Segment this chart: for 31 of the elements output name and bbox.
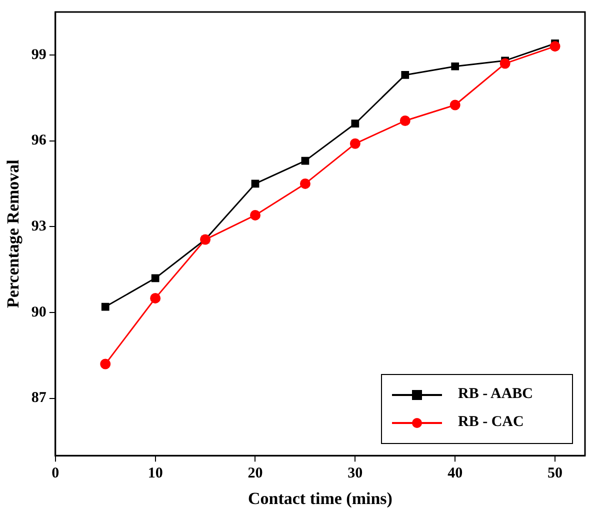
y-tick-label: 87	[31, 390, 47, 406]
y-tick-label: 99	[31, 46, 46, 63]
point	[300, 178, 310, 189]
point	[150, 292, 161, 304]
y-tick-label: 96	[31, 132, 47, 149]
point	[351, 120, 360, 128]
x-tick-label: 10	[148, 465, 163, 482]
legend-label: RB - CAC	[458, 414, 524, 432]
point	[250, 210, 260, 220]
y-axis-title: Percentage Removal	[4, 159, 23, 308]
point	[500, 58, 510, 69]
point	[450, 100, 460, 110]
x-tick-label: 0	[52, 465, 60, 482]
legend-label: RB - AABC	[458, 386, 534, 404]
x-tick-label: 50	[548, 465, 563, 482]
x-tick-label: 30	[348, 465, 363, 482]
point	[400, 116, 410, 126]
y-tick-label: 93	[31, 218, 46, 235]
point	[451, 62, 460, 70]
point	[101, 302, 110, 311]
x-tick-label: 40	[448, 465, 463, 482]
x-tick-label: 20	[248, 465, 263, 482]
point	[401, 71, 410, 79]
point	[350, 138, 360, 149]
x-axis-title: Contact time (mins)	[248, 489, 392, 508]
point	[550, 41, 560, 52]
point	[151, 274, 160, 282]
point	[251, 180, 260, 188]
point	[100, 358, 111, 370]
point	[301, 156, 310, 165]
y-tick-label: 90	[31, 304, 46, 320]
